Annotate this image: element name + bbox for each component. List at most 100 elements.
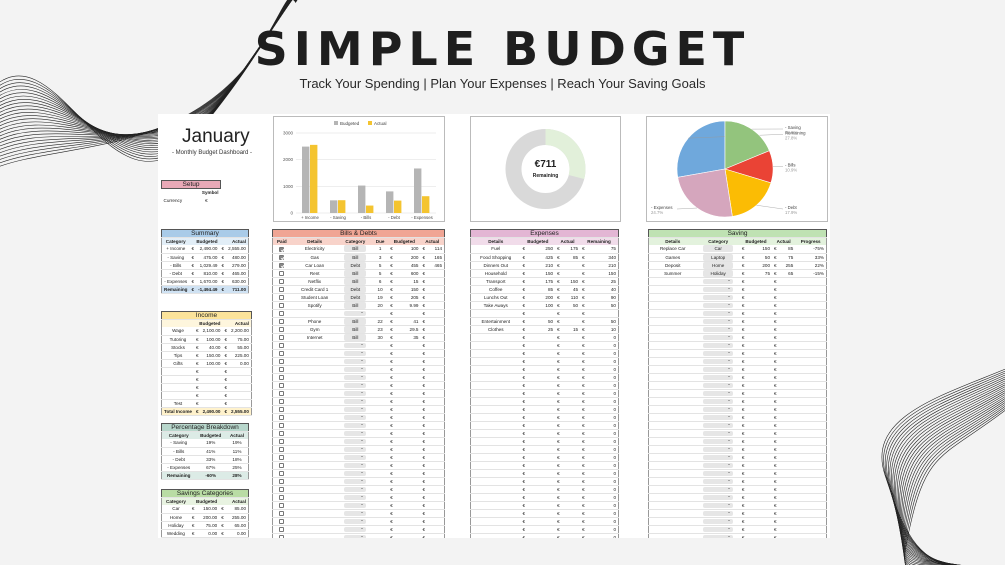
table-cell[interactable] xyxy=(290,525,339,534)
table-cell[interactable] xyxy=(564,349,581,358)
table-cell[interactable] xyxy=(428,365,445,374)
paid-checkbox-cell[interactable] xyxy=(272,261,291,270)
table-cell[interactable]: 100 xyxy=(399,245,421,254)
saving-category-cell[interactable] xyxy=(696,413,740,422)
saving-category-cell[interactable] xyxy=(696,325,740,334)
table-cell[interactable] xyxy=(470,477,521,486)
paid-checkbox[interactable] xyxy=(279,310,285,316)
table-cell[interactable] xyxy=(470,421,521,430)
table-cell[interactable]: 250 xyxy=(532,245,556,254)
table-cell[interactable]: 65.00 xyxy=(226,521,249,530)
saving-category-dropdown[interactable] xyxy=(703,374,734,380)
table-cell[interactable] xyxy=(532,517,556,526)
category-dropdown-cell[interactable] xyxy=(338,365,372,374)
table-cell[interactable] xyxy=(780,517,796,526)
table-cell[interactable] xyxy=(780,397,796,406)
table-cell[interactable] xyxy=(532,429,556,438)
category-value[interactable]: Debt xyxy=(344,285,367,293)
table-cell[interactable] xyxy=(564,365,581,374)
table-cell[interactable]: 6 xyxy=(371,277,389,286)
saving-category-dropdown[interactable] xyxy=(703,406,734,412)
table-cell[interactable]: 15 xyxy=(564,325,581,334)
table-cell[interactable] xyxy=(751,293,773,302)
paid-checkbox[interactable] xyxy=(279,534,285,538)
table-cell[interactable] xyxy=(532,333,556,342)
paid-checkbox[interactable] xyxy=(279,350,285,356)
paid-checkbox-cell[interactable] xyxy=(272,453,291,462)
table-cell[interactable] xyxy=(399,309,421,318)
table-cell[interactable]: € xyxy=(194,327,201,336)
table-cell[interactable] xyxy=(290,469,339,478)
table-cell[interactable] xyxy=(648,365,697,374)
paid-checkbox-cell[interactable] xyxy=(272,445,291,454)
table-cell[interactable]: € xyxy=(189,261,197,270)
table-cell[interactable]: 150.00 xyxy=(200,351,223,360)
table-cell[interactable] xyxy=(399,341,421,350)
saving-category-cell[interactable] xyxy=(696,485,740,494)
table-cell[interactable] xyxy=(532,349,556,358)
category-value[interactable]: Bill xyxy=(344,269,367,277)
category-value[interactable]: Bill xyxy=(344,325,367,333)
paid-checkbox[interactable] xyxy=(279,518,285,524)
table-cell[interactable] xyxy=(428,317,445,326)
table-cell[interactable] xyxy=(290,421,339,430)
saving-category-cell[interactable] xyxy=(696,301,740,310)
category-dropdown[interactable] xyxy=(344,430,367,436)
table-cell[interactable]: 2,200.00 xyxy=(229,327,252,336)
table-cell[interactable] xyxy=(648,373,697,382)
table-cell[interactable] xyxy=(780,413,796,422)
saving-category-dropdown[interactable] xyxy=(703,278,734,284)
paid-checkbox[interactable] xyxy=(279,422,285,428)
table-cell[interactable] xyxy=(428,277,445,286)
paid-checkbox[interactable] xyxy=(279,334,285,340)
category-dropdown-cell[interactable]: Debt xyxy=(338,293,372,302)
table-cell[interactable] xyxy=(564,533,581,538)
table-cell[interactable] xyxy=(371,461,389,470)
table-cell[interactable] xyxy=(290,509,339,518)
table-cell[interactable]: Coffee xyxy=(470,285,521,294)
table-cell[interactable] xyxy=(751,317,773,326)
table-cell[interactable] xyxy=(532,493,556,502)
table-cell[interactable]: Gym xyxy=(290,325,339,334)
table-cell[interactable] xyxy=(399,453,421,462)
saving-category-cell[interactable] xyxy=(696,397,740,406)
table-cell[interactable] xyxy=(751,341,773,350)
table-cell[interactable] xyxy=(399,533,421,538)
category-dropdown[interactable] xyxy=(344,382,367,388)
table-cell[interactable] xyxy=(229,383,252,392)
saving-category-dropdown[interactable] xyxy=(703,318,734,324)
paid-checkbox-cell[interactable] xyxy=(272,285,291,294)
category-value[interactable]: Bill xyxy=(344,277,367,285)
saving-category-cell[interactable] xyxy=(696,405,740,414)
table-cell[interactable] xyxy=(780,461,796,470)
table-cell[interactable] xyxy=(648,477,697,486)
table-cell[interactable] xyxy=(648,501,697,510)
table-cell[interactable] xyxy=(470,413,521,422)
saving-category-dropdown[interactable] xyxy=(703,454,734,460)
table-cell[interactable] xyxy=(751,429,773,438)
table-cell[interactable] xyxy=(564,485,581,494)
table-cell[interactable] xyxy=(399,381,421,390)
paid-checkbox-cell[interactable] xyxy=(272,413,291,422)
table-cell[interactable] xyxy=(780,365,796,374)
category-dropdown[interactable] xyxy=(344,478,367,484)
paid-checkbox-cell[interactable] xyxy=(272,365,291,374)
table-cell[interactable] xyxy=(751,349,773,358)
table-cell[interactable] xyxy=(399,525,421,534)
saving-category-dropdown[interactable] xyxy=(703,430,734,436)
table-cell[interactable] xyxy=(564,341,581,350)
saving-category-dropdown[interactable] xyxy=(703,510,734,516)
paid-checkbox[interactable] xyxy=(279,366,285,372)
table-cell[interactable] xyxy=(200,391,223,400)
table-cell[interactable] xyxy=(532,533,556,538)
table-cell[interactable] xyxy=(399,429,421,438)
table-cell[interactable] xyxy=(648,525,697,534)
table-cell[interactable]: Clothes xyxy=(470,325,521,334)
table-cell[interactable]: € xyxy=(189,505,198,514)
table-cell[interactable] xyxy=(751,509,773,518)
table-cell[interactable] xyxy=(751,405,773,414)
table-cell[interactable] xyxy=(290,389,339,398)
table-cell[interactable] xyxy=(648,437,697,446)
saving-category-cell[interactable]: Car xyxy=(696,245,740,254)
currency-symbol-cell[interactable]: € xyxy=(205,197,208,203)
